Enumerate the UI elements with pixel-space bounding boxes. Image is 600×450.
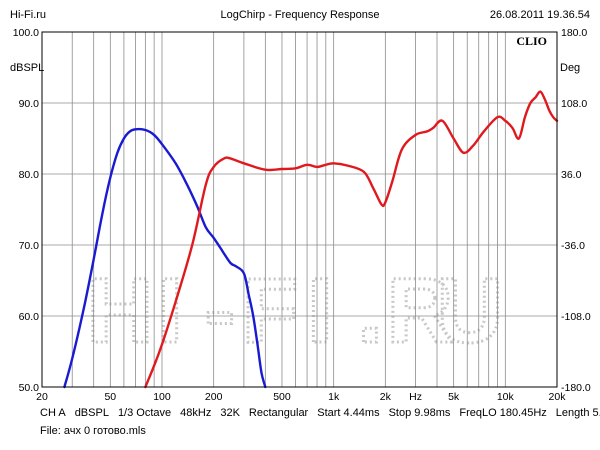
plot-frame — [41, 31, 558, 388]
timestamp: 26.08.2011 19.36.54 — [489, 9, 590, 21]
grid — [42, 32, 557, 387]
x-tick-label: 20 — [36, 391, 48, 403]
x-tick-label: 50 — [104, 391, 116, 403]
file-label: File: ачх 0 готово.mls — [40, 425, 146, 437]
parameter-item: CH A — [40, 407, 66, 419]
x-tick-label: 200 — [205, 391, 223, 403]
y-left-tick-label: 70.0 — [19, 240, 40, 252]
watermark-letter: I — [307, 260, 333, 362]
y-left-tick-label: 90.0 — [19, 98, 40, 110]
parameter-item: Length 5.54ms — [555, 407, 600, 419]
x-tick-label: 500 — [273, 391, 291, 403]
parameter-item: 48kHz — [180, 407, 212, 419]
parameter-item: FreqLO 180.45Hz — [459, 407, 547, 419]
right-axis-unit: Deg — [560, 62, 581, 74]
series-blue-line — [63, 127, 267, 389]
y-right-tick-label: -36.0 — [561, 240, 585, 252]
parameter-item: Rectangular — [248, 407, 309, 419]
y-left-tick-label: 50.0 — [19, 382, 40, 394]
parameter-item: 32K — [220, 407, 240, 419]
x-tick-label: 2k — [380, 391, 392, 403]
parameter-item: Start 4.44ms — [317, 407, 380, 419]
parameter-item: Stop 9.98ms — [388, 407, 451, 419]
left-axis-unit: dBSPL — [10, 62, 45, 74]
parameter-item: 1/3 Octave — [117, 407, 172, 419]
x-tick-label: 100 — [153, 391, 171, 403]
brand-logo: CLIO — [516, 34, 547, 48]
x-tick-label: 20k — [549, 391, 567, 403]
y-right-tick-label: 108.0 — [561, 98, 587, 110]
site-label: Hi-Fi.ru — [10, 9, 47, 21]
watermark-letter: F — [242, 260, 298, 362]
y-right-tick-label: 36.0 — [561, 169, 582, 181]
watermark: H I - F I. RU — [85, 259, 504, 364]
x-tick-label: Hz — [409, 391, 422, 403]
watermark-letter: U — [437, 260, 503, 362]
measurement-parameters: CH A dBSPL 1/3 Octave 48kHz 32K Rectangular St… — [40, 407, 600, 420]
watermark-letter: H — [87, 260, 153, 362]
y-left-tick-label: 100.0 — [13, 27, 39, 39]
y-left-tick-label: 60.0 — [19, 311, 40, 323]
watermark-letter: - — [205, 260, 236, 362]
x-tick-label: 1k — [328, 391, 340, 403]
x-tick-label: 10k — [497, 391, 515, 403]
tick-labels: 20 50 100 200 500 1k 2k Hz 5k 10k 20k 100.0 90.0 80.0… — [13, 27, 591, 403]
chart-title: LogChirp - Frequency Response — [220, 9, 380, 21]
watermark-letter: R — [387, 260, 453, 362]
watermark-letter: . — [357, 260, 383, 362]
series-red-line — [144, 90, 559, 389]
parameter-item: dBSPL — [74, 407, 109, 419]
y-right-tick-label: 180.0 — [561, 27, 587, 39]
y-left-tick-label: 80.0 — [19, 169, 40, 181]
series-layer — [63, 90, 559, 389]
y-right-tick-label: -180.0 — [561, 382, 591, 394]
y-right-tick-label: -108.0 — [561, 311, 591, 323]
x-tick-label: 5k — [448, 391, 460, 403]
